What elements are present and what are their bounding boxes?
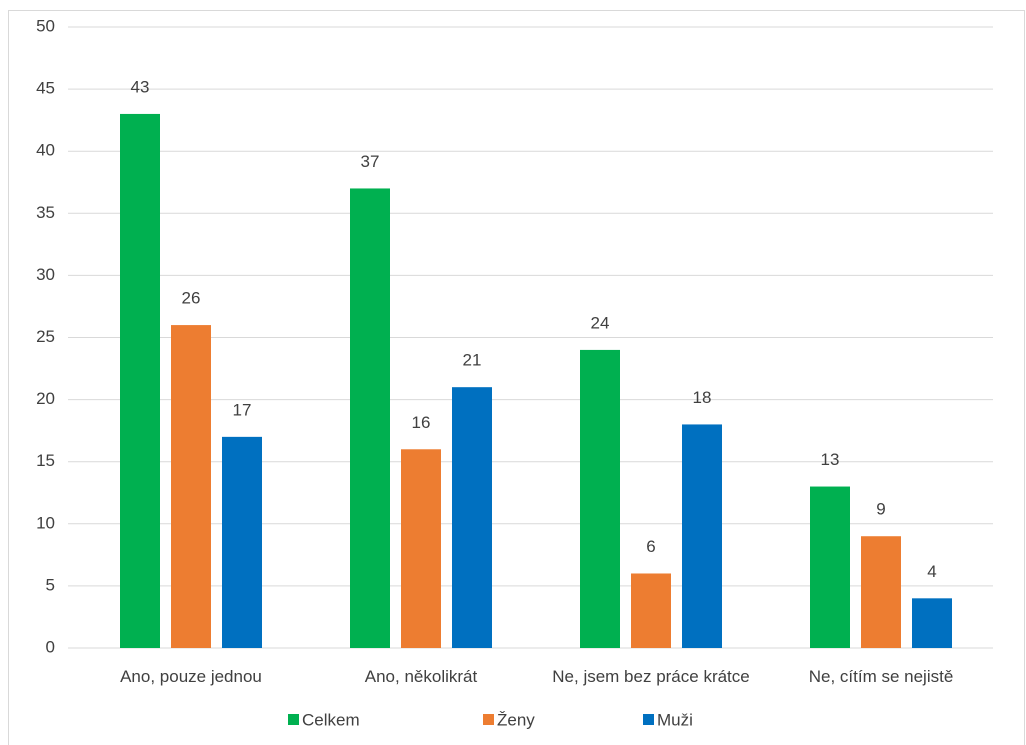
- data-label: 13: [821, 450, 840, 469]
- bar: [171, 325, 211, 648]
- data-label: 16: [412, 413, 431, 432]
- data-label: 21: [463, 351, 482, 370]
- y-tick-label: 50: [36, 16, 55, 35]
- y-tick-label: 35: [36, 203, 55, 222]
- bar: [350, 188, 390, 648]
- bar: [861, 536, 901, 648]
- x-tick-label: Ano, pouze jednou: [120, 667, 262, 686]
- y-tick-label: 0: [46, 637, 55, 656]
- y-tick-label: 15: [36, 451, 55, 470]
- legend-swatch: [643, 714, 654, 725]
- data-label: 6: [646, 537, 655, 556]
- y-tick-label: 30: [36, 265, 55, 284]
- legend-swatch: [483, 714, 494, 725]
- bar: [682, 424, 722, 648]
- data-label: 26: [182, 289, 201, 308]
- chart-border: [8, 10, 1025, 745]
- legend-swatch: [288, 714, 299, 725]
- data-label: 24: [591, 313, 610, 332]
- legend-label: Muži: [657, 710, 693, 729]
- data-label: 43: [131, 77, 150, 96]
- bar: [222, 436, 262, 648]
- data-label: 4: [927, 562, 936, 581]
- bar: [912, 598, 952, 648]
- bar: [580, 349, 620, 648]
- y-tick-label: 45: [36, 79, 55, 98]
- data-label: 18: [693, 388, 712, 407]
- x-tick-label: Ne, cítím se nejistě: [808, 667, 954, 686]
- data-label: 37: [361, 152, 380, 171]
- data-label: 9: [876, 500, 885, 519]
- bar: [631, 573, 671, 648]
- y-tick-label: 10: [36, 513, 55, 532]
- bar: [810, 486, 850, 648]
- y-tick-label: 25: [36, 327, 55, 346]
- legend-label: Ženy: [497, 710, 535, 729]
- x-tick-label: Ne, jsem bez práce krátce: [552, 667, 750, 686]
- y-tick-label: 5: [46, 575, 55, 594]
- bar: [401, 449, 441, 648]
- x-tick-label: Ano, několikrát: [364, 667, 478, 686]
- bar: [120, 113, 160, 648]
- y-tick-label: 20: [36, 389, 55, 408]
- data-label: 17: [233, 400, 252, 419]
- bar: [452, 387, 492, 648]
- y-tick-label: 40: [36, 141, 55, 160]
- legend-label: Celkem: [302, 710, 360, 729]
